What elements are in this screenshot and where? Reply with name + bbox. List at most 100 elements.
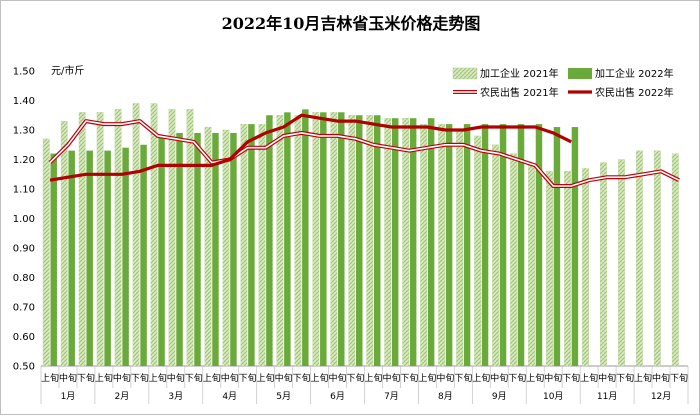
bar-2021 xyxy=(132,103,140,367)
x-category-label: 下旬 xyxy=(670,372,688,384)
bar-2022 xyxy=(86,150,93,366)
bar-2021 xyxy=(420,123,428,367)
bar-2021 xyxy=(564,171,571,367)
x-category-label: 上旬 xyxy=(257,372,275,384)
bar-2021 xyxy=(546,171,553,367)
bar-2022 xyxy=(499,124,507,366)
legend-label-line-2021: 农民出售 2021年 xyxy=(480,86,559,99)
bar-2021 xyxy=(348,115,356,367)
legend-label-bar-2022: 加工企业 2022年 xyxy=(595,67,674,80)
y-tick-label: 0.80 xyxy=(13,273,35,284)
bars-2022 xyxy=(50,109,579,366)
bar-2022 xyxy=(409,118,417,366)
x-category-label: 中旬 xyxy=(167,372,185,384)
bar-2022 xyxy=(373,115,381,366)
x-category-label: 中旬 xyxy=(652,372,670,384)
x-category-label: 下旬 xyxy=(185,372,203,384)
x-month-label: 11月 xyxy=(597,391,617,402)
bar-2022 xyxy=(517,124,525,366)
bar-2022 xyxy=(320,112,327,366)
x-category-label: 上旬 xyxy=(364,372,382,384)
bar-2021 xyxy=(492,144,499,367)
bar-2022 xyxy=(571,127,579,366)
bar-2021 xyxy=(474,135,481,367)
y-tick-label: 1.00 xyxy=(13,214,35,225)
y-tick-label: 1.40 xyxy=(13,96,35,107)
y-tick-label: 1.10 xyxy=(13,185,35,196)
x-category-label: 中旬 xyxy=(436,372,454,384)
bar-2021 xyxy=(384,118,392,367)
bar-2021 xyxy=(294,115,302,367)
legend-label-bar-2021: 加工企业 2021年 xyxy=(480,67,559,80)
x-category-label: 上旬 xyxy=(580,372,598,384)
x-month-label: 3月 xyxy=(168,391,183,402)
bar-2021 xyxy=(510,153,517,367)
bar-2021 xyxy=(456,129,463,367)
line-2022 xyxy=(49,113,572,182)
bar-2021 xyxy=(114,109,122,367)
x-month-label: 8月 xyxy=(438,391,453,402)
bar-2022 xyxy=(122,147,129,366)
bar-2021 xyxy=(204,126,212,367)
y-tick-label: 1.50 xyxy=(13,67,35,78)
bar-2021 xyxy=(258,123,266,367)
y-tick-label: 0.70 xyxy=(13,303,35,314)
legend-swatch-bar-2022 xyxy=(568,68,592,79)
x-axis-month-labels: 1月 2月 3月 4月 5月 6月 7月 8月 9月 10月 11月 12月 xyxy=(61,391,672,402)
bar-2021 xyxy=(168,109,176,367)
y-axis-ticks: 0.50 0.60 0.70 0.80 0.90 1.00 1.10 1.20 1.30 1.40… xyxy=(13,67,35,373)
bar-2021 xyxy=(402,118,410,367)
bar-2021 xyxy=(330,112,338,367)
bar-2022 xyxy=(158,135,165,366)
bar-2022 xyxy=(68,150,75,366)
x-category-label: 中旬 xyxy=(221,372,239,384)
x-month-label: 12月 xyxy=(651,391,671,402)
bar-2021 xyxy=(582,168,589,367)
x-category-label: 上旬 xyxy=(472,372,490,384)
bar-2022 xyxy=(50,153,57,366)
x-category-label: 上旬 xyxy=(149,372,167,384)
x-category-label: 中旬 xyxy=(544,372,562,384)
y-tick-label: 0.90 xyxy=(13,244,35,255)
bar-2021 xyxy=(240,123,248,367)
x-month-label: 9月 xyxy=(492,391,507,402)
x-month-label: 6月 xyxy=(330,391,345,402)
bar-2022 xyxy=(284,112,291,366)
x-category-label: 下旬 xyxy=(508,372,526,384)
x-category-label: 上旬 xyxy=(311,372,329,384)
bar-2022 xyxy=(356,115,363,366)
bar-2021 xyxy=(366,115,374,367)
y-tick-label: 0.60 xyxy=(13,332,35,343)
chart-title: 2022年10月吉林省玉米价格走势图 xyxy=(222,14,481,33)
bar-2022 xyxy=(463,124,471,366)
x-category-label: 上旬 xyxy=(526,372,544,384)
line-2021 xyxy=(48,119,680,188)
y-axis-unit-label: 元/市斤 xyxy=(51,64,84,77)
bar-2021 xyxy=(78,112,86,367)
x-category-label: 中旬 xyxy=(490,372,508,384)
x-month-label: 2月 xyxy=(115,391,130,402)
x-category-label: 下旬 xyxy=(77,372,95,384)
bar-2021 xyxy=(60,121,68,367)
bar-2021 xyxy=(617,159,625,367)
bar-2021 xyxy=(276,115,284,367)
x-axis-category-labels: 上旬 中旬 下旬 上旬 中旬 下旬 上旬 中旬 下旬 上旬 中旬 下旬 上旬 中旬 下旬 上旬 中旬 下旬 上旬 中旬… xyxy=(41,372,688,384)
bar-2021 xyxy=(671,153,679,367)
x-category-label: 下旬 xyxy=(562,372,580,384)
x-category-label: 下旬 xyxy=(400,372,418,384)
x-category-label: 中旬 xyxy=(113,372,131,384)
x-category-label: 下旬 xyxy=(239,372,257,384)
x-category-label: 下旬 xyxy=(347,372,365,384)
legend-swatch-bar-2021 xyxy=(452,67,478,80)
bar-2021 xyxy=(438,123,446,367)
x-month-label: 10月 xyxy=(543,391,563,402)
x-category-label: 中旬 xyxy=(598,372,616,384)
bar-2022 xyxy=(248,124,255,366)
bar-2022 xyxy=(391,118,399,366)
bar-2022 xyxy=(445,124,453,366)
x-category-label: 下旬 xyxy=(131,372,149,384)
bar-2021 xyxy=(150,103,158,367)
bar-2021 xyxy=(186,109,194,367)
